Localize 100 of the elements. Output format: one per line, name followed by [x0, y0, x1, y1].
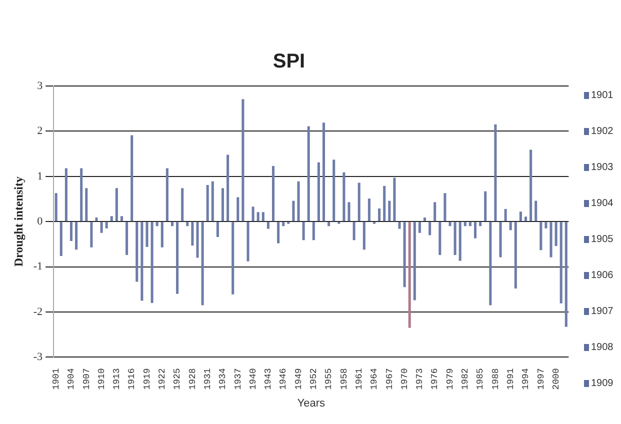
bar	[479, 222, 482, 226]
x-tick-label: 1952	[309, 368, 320, 390]
bar	[519, 212, 522, 222]
bar	[282, 222, 285, 226]
bar	[534, 200, 538, 222]
bar	[140, 222, 144, 301]
bar	[120, 216, 124, 222]
bar	[211, 181, 214, 222]
x-tick-label: 1979	[445, 368, 456, 390]
x-tick-label: 1910	[96, 368, 107, 390]
bar	[302, 222, 305, 240]
bar	[428, 222, 432, 236]
bar	[312, 222, 315, 240]
text: 1907	[591, 306, 614, 317]
bar	[201, 222, 204, 306]
bar	[191, 222, 194, 246]
bar	[544, 222, 548, 228]
bar	[362, 222, 366, 250]
bar	[272, 166, 275, 222]
x-tick-label: 1964	[370, 368, 380, 390]
bar	[413, 222, 416, 300]
bar	[458, 222, 462, 261]
text: 1905	[591, 234, 614, 245]
x-tick-label: 1982	[460, 368, 471, 390]
x-tick-label: 1913	[112, 368, 122, 390]
bar	[80, 168, 83, 222]
text: 1904	[591, 198, 614, 209]
bar	[216, 222, 219, 237]
bar	[226, 154, 230, 222]
bar	[454, 222, 456, 256]
bar	[126, 222, 128, 256]
bar	[434, 202, 436, 222]
bar	[115, 188, 118, 222]
bar	[464, 222, 466, 226]
bar	[160, 222, 164, 248]
bar	[438, 222, 442, 256]
bar	[85, 188, 88, 222]
bar	[100, 222, 103, 233]
bar	[348, 202, 350, 222]
x-tick-label: 1970	[400, 368, 410, 390]
text: 1903	[591, 162, 614, 173]
bar	[176, 222, 179, 294]
bar	[489, 222, 492, 306]
x-tick-label: 1931	[202, 368, 213, 390]
x-tick-label: 1967	[384, 368, 395, 390]
x-tick-label: 1901	[51, 368, 62, 390]
bar	[468, 222, 472, 226]
bar	[504, 208, 507, 222]
bar	[232, 222, 234, 294]
bar	[448, 222, 452, 226]
bar	[196, 222, 199, 258]
y-tick-label: 3	[37, 80, 44, 92]
y-tick-label: -3	[33, 351, 44, 364]
x-tick-label: 1973	[415, 368, 426, 390]
x-tick-label: 1919	[142, 368, 152, 390]
bar	[297, 181, 300, 222]
text: 1906	[591, 270, 614, 281]
bar	[378, 208, 381, 222]
bar	[242, 99, 244, 222]
x-tick-label: 1904	[66, 368, 77, 390]
bar	[509, 222, 512, 230]
bar	[170, 222, 174, 226]
bar	[252, 206, 254, 222]
y-tick-label: 2	[37, 125, 43, 138]
x-tick-label: 1949	[294, 368, 304, 390]
x-tick-label: 1937	[233, 368, 244, 390]
bar	[105, 222, 108, 228]
bar	[368, 198, 370, 222]
bar	[136, 222, 138, 282]
bar	[156, 222, 158, 226]
x-tick-label: 1928	[188, 368, 198, 390]
bar	[494, 124, 497, 222]
bar	[236, 197, 240, 222]
bar	[388, 200, 391, 222]
x-tick-label: 1958	[339, 368, 350, 390]
x-tick-label: 1988	[490, 368, 501, 390]
bar	[75, 222, 78, 250]
bar	[130, 135, 134, 222]
x-tick-label: 1976	[430, 368, 440, 390]
y-axis-title: Drought intensity	[11, 176, 26, 267]
bar	[474, 222, 477, 238]
y-tick-label: 0	[37, 215, 44, 228]
text: 1908	[591, 342, 614, 353]
x-tick-label: 1916	[127, 368, 138, 390]
x-tick-label: 1991	[506, 368, 516, 390]
y-tick-label: -2	[33, 306, 43, 318]
bar	[398, 222, 401, 229]
x-tick-label: 1997	[536, 368, 546, 390]
bar	[64, 168, 68, 222]
bar	[186, 222, 189, 226]
bar	[277, 222, 280, 244]
bar	[221, 188, 224, 222]
bar	[358, 182, 360, 222]
x-tick-label: 1985	[476, 368, 486, 390]
bar	[292, 200, 295, 222]
bar	[95, 218, 98, 222]
bar	[54, 193, 58, 222]
x-tick-label: 1934	[218, 368, 228, 390]
bar	[423, 218, 426, 222]
bar	[307, 126, 310, 222]
